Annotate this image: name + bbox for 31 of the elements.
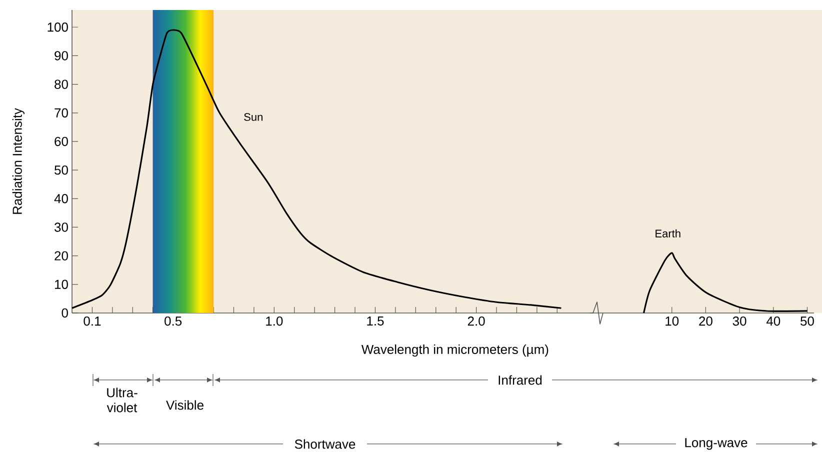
text: Ultra-violet <box>106 388 138 412</box>
text: Shortwave <box>294 439 356 449</box>
y-tick-label: 20 <box>54 251 68 260</box>
y-tick-label: 70 <box>54 108 68 118</box>
line-series <box>71 29 562 309</box>
y-tick-label: 40 <box>54 194 68 204</box>
y-axis-title: Radiation Intensity <box>12 108 24 214</box>
x-tick-label: 50 <box>800 316 814 326</box>
x-tick-label: 20 <box>699 316 712 326</box>
text: Visible <box>166 400 204 410</box>
y-tick-label: 10 <box>55 280 68 289</box>
x-tick-label: 1.0 <box>266 316 283 326</box>
x-axis-title: Wavelength in micrometers (µm) <box>361 344 548 357</box>
x-tick-label: 2.0 <box>468 316 485 326</box>
x-tick-label: 1.5 <box>367 316 384 326</box>
x-tick-label: 40 <box>766 316 780 326</box>
text: Long-wave <box>685 438 748 450</box>
y-tick-label: 80 <box>54 80 68 89</box>
y-tick-label: 30 <box>54 222 68 232</box>
y-tick-label: 0 <box>62 308 68 318</box>
x-tick-label: 0.1 <box>84 316 101 326</box>
y-tick-label: 90 <box>54 51 68 60</box>
y-tick-label: 100 <box>48 22 68 32</box>
text: Infrared <box>498 375 542 385</box>
y-tick-label: 60 <box>54 136 68 146</box>
series-label: Earth <box>656 229 680 238</box>
x-tick-label: 10 <box>666 316 679 326</box>
y-tick-label: 50 <box>54 165 68 175</box>
series-label: Sun <box>244 113 262 121</box>
x-tick-label: 0.5 <box>164 316 182 326</box>
x-tick-label: 30 <box>732 316 746 326</box>
